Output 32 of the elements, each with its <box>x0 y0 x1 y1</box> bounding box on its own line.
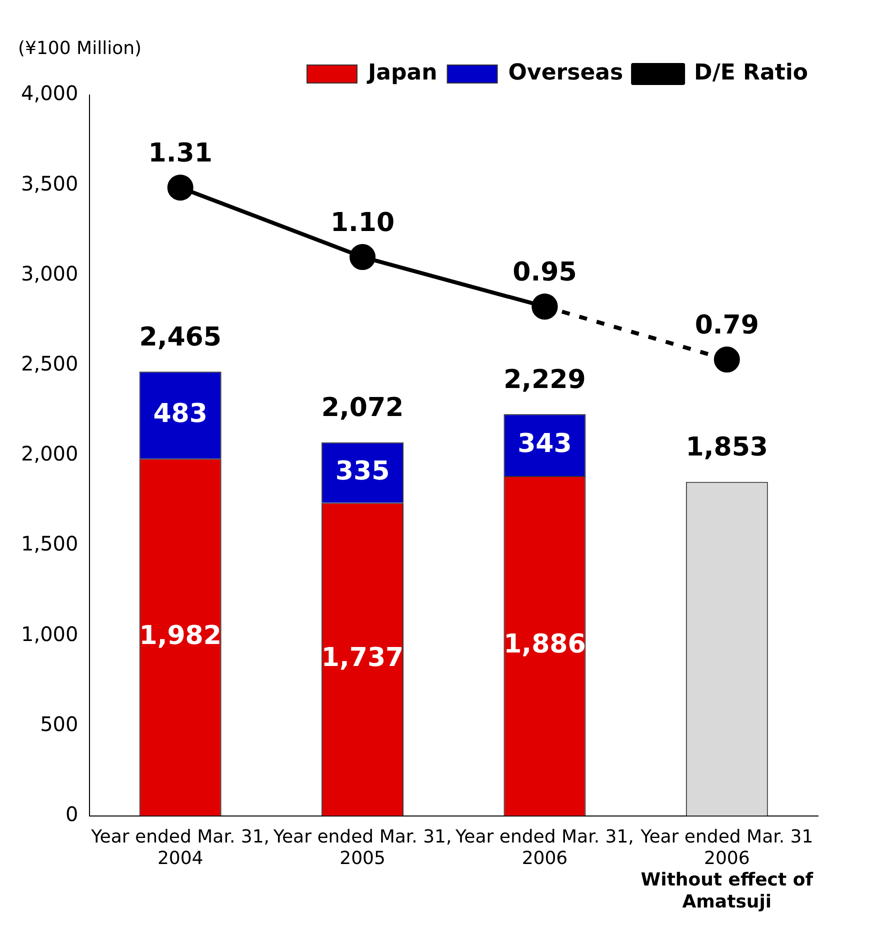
data-label: 1,886 <box>504 630 586 660</box>
data-label: 0.79 <box>694 310 759 340</box>
legend-label: D/E Ratio <box>694 60 808 86</box>
x-tick-label: Year ended Mar. 31, 2005 <box>272 826 452 869</box>
text: Without effect of Amatsuji <box>640 869 814 912</box>
y-tick-label: 3,500 <box>20 171 78 196</box>
total-label: 2,229 <box>504 364 586 395</box>
data-label: 1,982 <box>139 620 222 651</box>
data-label: 0.95 <box>512 257 577 288</box>
x-tick-label: Year ended Mar. 31, 2004 <box>90 826 270 869</box>
x-tick-label: Year ended Mar. 31, 2006 <box>454 826 634 869</box>
y-tick-label: 500 <box>40 712 78 736</box>
total-label: 1,853 <box>686 432 768 463</box>
y-tick-label: 0 <box>66 802 78 826</box>
y-tick-label: 3,000 <box>20 261 78 286</box>
y-tick-label: 1,000 <box>20 622 78 646</box>
data-label: 1.31 <box>148 138 212 168</box>
y-tick-label: 1,500 <box>20 532 78 556</box>
y-axis-title: (¥100 Million) <box>18 38 142 59</box>
total-label: 2,465 <box>139 322 222 352</box>
data-label: 343 <box>518 428 572 459</box>
legend-label: Japan <box>366 60 438 86</box>
data-label: 335 <box>335 456 390 486</box>
data-label: 1,737 <box>321 643 404 674</box>
data-label: 1.10 <box>330 208 395 238</box>
y-tick-label: 2,000 <box>20 442 78 466</box>
total-label: 2,072 <box>321 393 404 424</box>
y-tick-label: 2,500 <box>20 352 78 376</box>
legend-label: Overseas <box>508 60 624 86</box>
x-tick-label: Year ended Mar. 31 2006 <box>640 826 814 869</box>
data-label: 483 <box>153 398 208 429</box>
y-tick-label: 4,000 <box>20 81 78 106</box>
